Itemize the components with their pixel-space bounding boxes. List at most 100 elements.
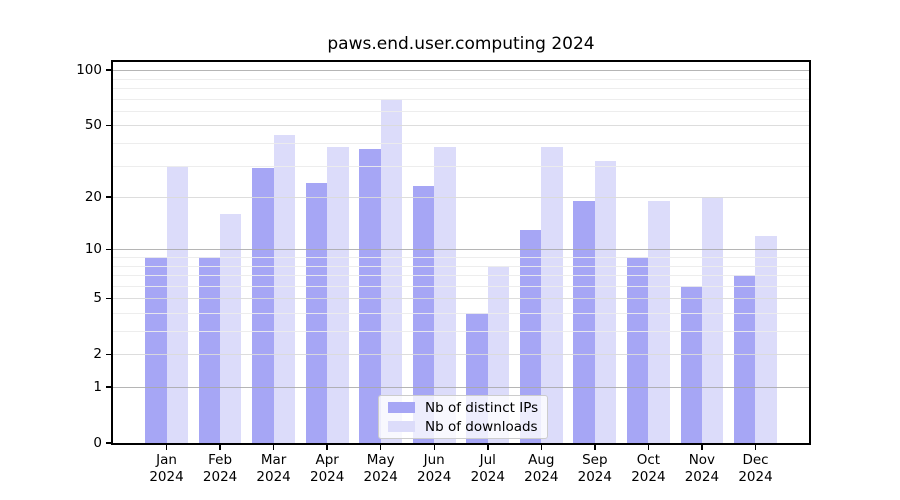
bar-downloads-jan bbox=[166, 165, 188, 443]
month-label: Aug bbox=[528, 452, 555, 468]
bar-distinct-ips-may bbox=[359, 149, 381, 443]
gridline-100 bbox=[113, 70, 809, 72]
x-tick-apr bbox=[326, 445, 328, 450]
x-tick-feb bbox=[219, 445, 221, 450]
legend-item-distinct-ips: Nb of distinct IPs bbox=[388, 400, 547, 416]
chart-title: paws.end.user.computing 2024 bbox=[327, 34, 595, 54]
bar-downloads-may bbox=[380, 98, 403, 443]
month-label: Feb bbox=[208, 452, 233, 468]
bar-downloads-nov bbox=[701, 197, 724, 443]
year-label: 2024 bbox=[631, 468, 666, 485]
bar-downloads-sep bbox=[594, 160, 617, 443]
month-label: Mar bbox=[260, 452, 287, 468]
y-tick-label-100: 100 bbox=[76, 61, 102, 78]
x-tick-label-dec: Dec 2024 bbox=[724, 452, 788, 485]
x-tick-label-jun: Jun 2024 bbox=[402, 452, 466, 485]
bar-distinct-ips-oct bbox=[626, 257, 649, 443]
x-tick-label-may: May 2024 bbox=[349, 452, 413, 485]
month-label: Apr bbox=[315, 452, 339, 468]
bar-distinct-ips-jun bbox=[412, 186, 435, 443]
bar-downloads-oct bbox=[648, 200, 670, 443]
bar-distinct-ips-nov bbox=[680, 285, 702, 443]
x-tick-jul bbox=[487, 445, 489, 450]
x-tick-mar bbox=[272, 445, 275, 450]
plot-area bbox=[111, 60, 811, 445]
y-tick-50 bbox=[106, 124, 111, 127]
x-tick-label-oct: Oct 2024 bbox=[616, 452, 680, 485]
x-tick-label-jul: Jul 2024 bbox=[456, 452, 520, 485]
x-tick-label-feb: Feb 2024 bbox=[188, 452, 252, 485]
month-label: Oct bbox=[636, 452, 661, 468]
y-tick-label-2: 2 bbox=[93, 345, 102, 362]
bar-downloads-mar bbox=[273, 135, 295, 443]
y-tick-label-10: 10 bbox=[84, 240, 102, 257]
y-tick-label-50: 50 bbox=[84, 116, 102, 133]
year-label: 2024 bbox=[738, 468, 773, 485]
bar-distinct-ips-dec bbox=[734, 275, 756, 443]
month-label: Dec bbox=[742, 452, 769, 468]
gridline-90 bbox=[113, 78, 809, 80]
legend-item-downloads: Nb of downloads bbox=[388, 419, 547, 435]
y-tick-5 bbox=[106, 297, 111, 299]
x-tick-dec bbox=[754, 445, 757, 450]
y-tick-1 bbox=[106, 386, 111, 388]
x-tick-label-nov: Nov 2024 bbox=[670, 452, 734, 485]
y-tick-20 bbox=[106, 196, 111, 198]
year-label: 2024 bbox=[202, 468, 238, 485]
bar-distinct-ips-apr bbox=[305, 182, 328, 443]
year-label: 2024 bbox=[577, 468, 612, 485]
bar-distinct-ips-jan bbox=[145, 257, 167, 443]
x-tick-label-mar: Mar 2024 bbox=[242, 452, 306, 485]
year-label: 2024 bbox=[417, 468, 452, 485]
month-label: Jul bbox=[479, 452, 496, 468]
x-tick-aug bbox=[540, 445, 543, 450]
x-tick-nov bbox=[701, 445, 703, 450]
y-tick-10 bbox=[106, 248, 111, 250]
bar-downloads-feb bbox=[220, 214, 242, 443]
gridline-30 bbox=[113, 165, 809, 167]
x-tick-label-aug: Aug 2024 bbox=[509, 452, 573, 485]
y-tick-label-20: 20 bbox=[84, 188, 102, 205]
month-label: Sep bbox=[582, 452, 608, 468]
year-label: 2024 bbox=[149, 468, 184, 485]
month-label: May bbox=[366, 452, 395, 468]
y-tick-label-5: 5 bbox=[93, 289, 102, 306]
legend-swatch-distinct-ips bbox=[388, 402, 415, 413]
bar-downloads-jun bbox=[434, 147, 456, 443]
x-tick-label-jan: Jan 2024 bbox=[135, 452, 199, 485]
bar-distinct-ips-sep bbox=[573, 200, 595, 443]
x-tick-sep bbox=[594, 445, 596, 450]
plot-inner bbox=[113, 62, 809, 443]
bar-downloads-aug bbox=[541, 147, 563, 443]
x-tick-oct bbox=[647, 445, 650, 450]
gridline-80 bbox=[113, 87, 809, 89]
gridline-70 bbox=[113, 98, 809, 100]
y-tick-label-1: 1 bbox=[93, 378, 102, 395]
x-tick-label-sep: Sep 2024 bbox=[563, 452, 627, 485]
bar-downloads-apr bbox=[327, 147, 349, 443]
gridline-40 bbox=[113, 142, 809, 144]
year-label: 2024 bbox=[524, 468, 559, 485]
y-tick-100 bbox=[106, 69, 111, 71]
y-tick-2 bbox=[106, 353, 111, 355]
bar-distinct-ips-feb bbox=[198, 257, 221, 443]
month-label: Jun bbox=[423, 452, 445, 468]
year-label: 2024 bbox=[684, 468, 720, 485]
bar-distinct-ips-aug bbox=[519, 229, 542, 443]
legend-label-downloads: Nb of downloads bbox=[425, 418, 538, 435]
year-label: 2024 bbox=[470, 468, 505, 485]
y-tick-label-0: 0 bbox=[93, 434, 102, 451]
year-label: 2024 bbox=[256, 468, 291, 485]
bar-distinct-ips-mar bbox=[252, 168, 274, 443]
legend-swatch-downloads bbox=[388, 421, 415, 432]
month-label: Jan bbox=[156, 452, 177, 468]
legend-label-distinct-ips: Nb of distinct IPs bbox=[425, 399, 539, 416]
x-tick-jun bbox=[433, 445, 435, 450]
gridline-50 bbox=[113, 125, 809, 127]
x-tick-may bbox=[379, 445, 382, 450]
year-label: 2024 bbox=[363, 468, 398, 485]
bar-downloads-dec bbox=[755, 235, 777, 443]
legend: Nb of distinct IPs Nb of downloads bbox=[378, 395, 548, 439]
y-tick-0 bbox=[106, 442, 111, 444]
